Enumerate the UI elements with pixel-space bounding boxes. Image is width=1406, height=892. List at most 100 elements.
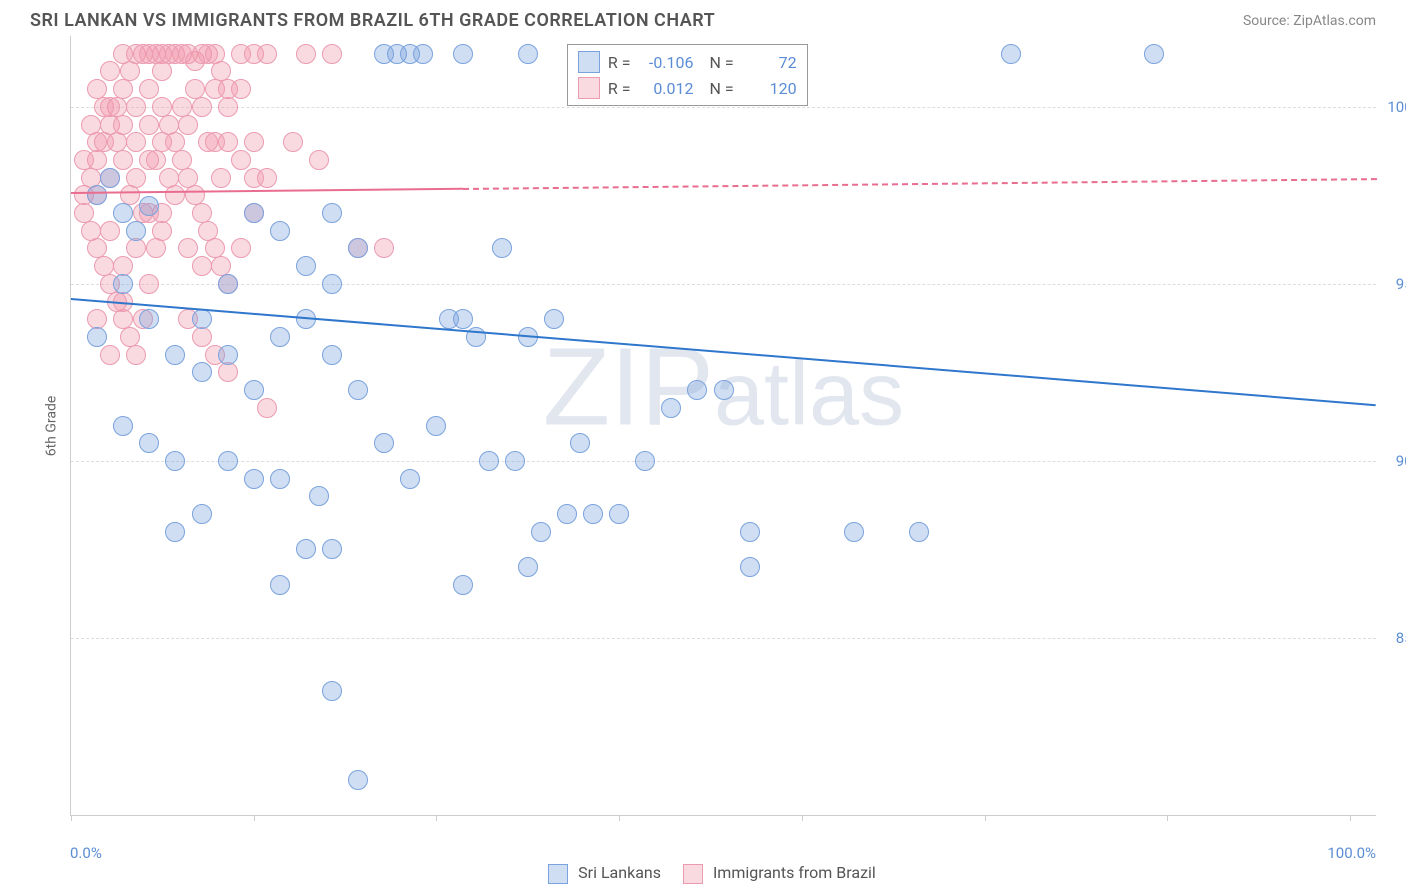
data-point [400,469,420,489]
data-point [714,380,734,400]
series-legend: Sri Lankans Immigrants from Brazil [0,863,1406,884]
data-point [113,274,133,294]
data-point [192,97,212,117]
data-point [139,79,159,99]
x-tick [1350,815,1351,821]
r-label: R = [608,53,631,72]
data-point [192,256,212,276]
data-point [74,150,94,170]
data-point [309,150,329,170]
x-axis-min-label: 0.0% [70,844,102,862]
data-point [146,238,166,258]
data-point [231,79,251,99]
data-point [609,504,629,524]
swatch-bottom-2 [683,864,703,884]
data-point [661,398,681,418]
data-point [192,362,212,382]
y-axis-label: 6th Grade [43,395,59,456]
data-point [309,486,329,506]
data-point [81,115,101,135]
data-point [270,327,290,347]
data-point [139,433,159,453]
data-point [87,185,107,205]
data-point [244,168,264,188]
gridline [71,461,1376,462]
data-point [374,238,394,258]
legend-row-2: R = 0.012 N = 120 [578,75,797,101]
y-tick-label: 95.0% [1396,275,1406,293]
data-point [257,398,277,418]
data-point [126,97,146,117]
data-point [479,451,499,471]
data-point [165,345,185,365]
data-point [1144,44,1164,64]
data-point [172,97,192,117]
data-point [687,380,707,400]
r-value-1: -0.106 [639,53,694,72]
data-point [322,681,342,701]
x-tick [71,815,72,821]
gridline [71,284,1376,285]
data-point [296,539,316,559]
data-point [296,256,316,276]
correlation-legend: R = -0.106 N = 72 R = 0.012 N = 120 [567,44,808,106]
data-point [113,79,133,99]
data-point [218,345,238,365]
data-point [426,416,446,436]
data-point [178,238,198,258]
data-point [100,61,120,81]
y-tick-label: 90.0% [1396,452,1406,470]
data-point [348,380,368,400]
data-point [107,132,127,152]
data-point [152,61,172,81]
data-point [270,221,290,241]
swatch-bottom-1 [548,864,568,884]
data-point [126,221,146,241]
data-point [192,504,212,524]
data-point [531,522,551,542]
data-point [113,150,133,170]
gridline [71,107,1376,108]
data-point [198,132,218,152]
data-point [909,522,929,542]
data-point [231,150,251,170]
legend-label-2: Immigrants from Brazil [713,863,876,882]
data-point [270,575,290,595]
r-label: R = [608,79,631,98]
data-point [257,44,277,64]
data-point [100,221,120,241]
data-point [348,770,368,790]
data-point [139,115,159,135]
data-point [192,327,212,347]
data-point [244,132,264,152]
n-value-2: 120 [742,79,797,98]
data-point [270,469,290,489]
data-point [120,61,140,81]
swatch-series1 [578,51,600,73]
y-tick-label: 100.0% [1387,98,1406,116]
data-point [126,345,146,365]
data-point [296,44,316,64]
data-point [244,469,264,489]
data-point [322,345,342,365]
data-point [244,203,264,223]
data-point [740,522,760,542]
data-point [505,451,525,471]
x-tick [254,815,255,821]
data-point [165,451,185,471]
data-point [544,309,564,329]
data-point [146,150,166,170]
data-point [518,44,538,64]
data-point [557,504,577,524]
data-point [87,327,107,347]
data-point [1001,44,1021,64]
data-point [139,274,159,294]
data-point [348,238,368,258]
data-point [159,115,179,135]
data-point [165,522,185,542]
data-point [178,115,198,135]
data-point [211,168,231,188]
data-point [635,451,655,471]
data-point [113,44,133,64]
data-point [100,345,120,365]
